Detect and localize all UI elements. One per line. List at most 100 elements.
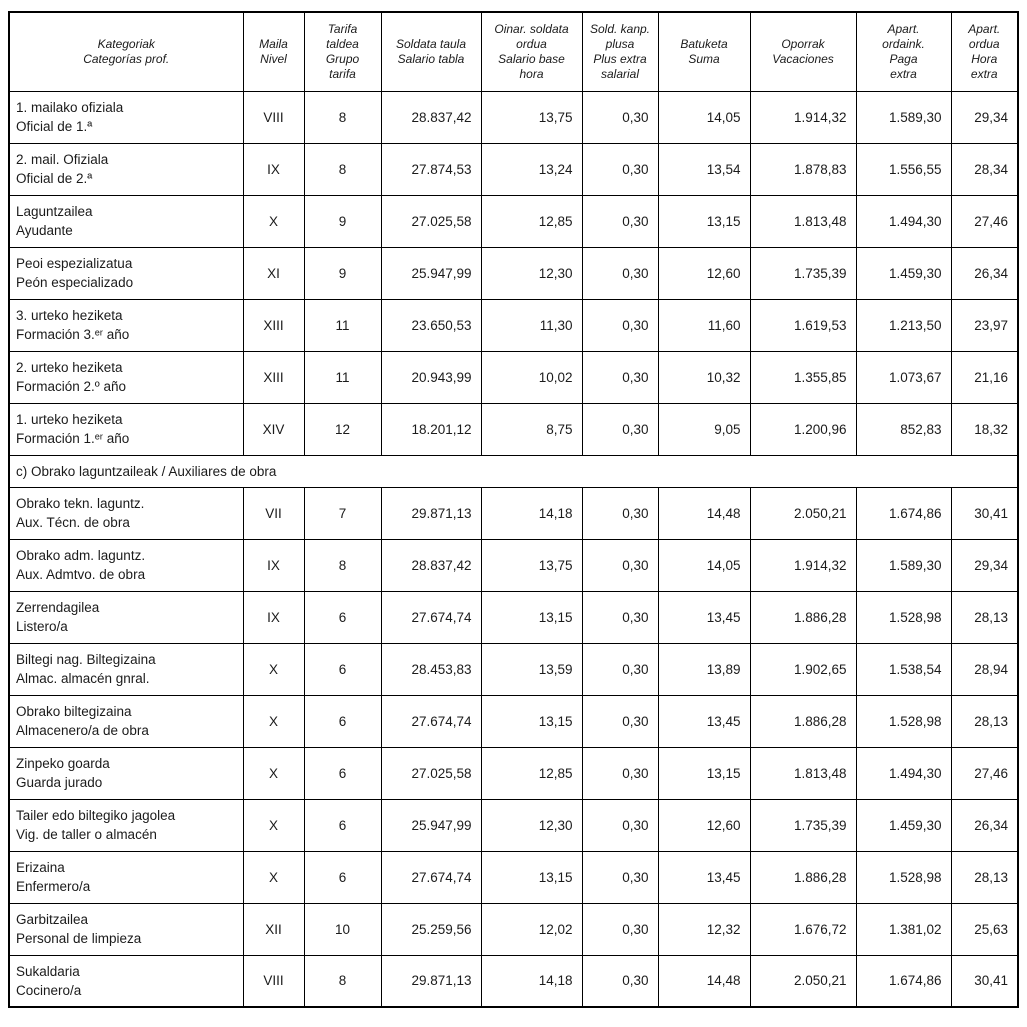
category-name-basque: 1. mailako ofiziala [16,100,124,115]
extra-pay-cell: 1.556,55 [855,142,952,196]
category-cell: Erizaina Enfermero/a [8,850,244,904]
salary-table-cell: 27.674,74 [380,850,482,904]
level-cell: XIII [242,298,305,352]
sum-cell: 13,15 [657,746,751,800]
vacations-cell: 1.886,28 [749,590,857,644]
base-hour-cell: 13,75 [480,90,583,144]
category-cell: Tailer edo biltegiko jagolea Vig. de tal… [8,798,244,852]
tariff-group-cell: 6 [303,590,382,644]
extra-hour-cell: 28,13 [950,850,1019,904]
category-name-spanish: Listero/a [16,619,68,634]
tariff-group-cell: 8 [303,142,382,196]
extra-plus-cell: 0,30 [581,90,659,144]
extra-plus-cell: 0,30 [581,538,659,592]
extra-hour-cell: 28,13 [950,590,1019,644]
sum-cell: 13,45 [657,590,751,644]
sum-cell: 12,60 [657,798,751,852]
salary-table-cell: 23.650,53 [380,298,482,352]
category-cell: Zinpeko goarda Guarda jurado [8,746,244,800]
extra-plus-cell: 0,30 [581,798,659,852]
sum-cell: 12,32 [657,902,751,956]
base-hour-cell: 12,02 [480,902,583,956]
category-name-basque: Tailer edo biltegiko jagolea [16,808,176,823]
table-row: Obrako adm. laguntz. Aux. Admtvo. de obr… [8,538,1019,592]
column-header-sold-kanp-plusa: Sold. kanp. plusa Plus extra salarial [581,11,659,92]
salary-table-cell: 28.837,42 [380,90,482,144]
level-cell: X [242,850,305,904]
extra-hour-cell: 25,63 [950,902,1019,956]
extra-plus-cell: 0,30 [581,590,659,644]
extra-hour-cell: 27,46 [950,194,1019,248]
extra-plus-cell: 0,30 [581,694,659,748]
extra-plus-cell: 0,30 [581,194,659,248]
extra-hour-cell: 28,13 [950,694,1019,748]
table-row: 1. urteko heziketa Formación 1.ᵉʳ año XI… [8,402,1019,456]
column-header-tarifa-taldea: Tarifa taldea Grupo tarifa [303,11,382,92]
base-hour-cell: 12,85 [480,194,583,248]
table-row: 1. mailako ofiziala Oficial de 1.ª VIII … [8,90,1019,144]
vacations-cell: 1.200,96 [749,402,857,456]
category-name-spanish: Almacenero/a de obra [16,723,149,738]
category-name-basque: Erizaina [16,860,65,875]
extra-plus-cell: 0,30 [581,850,659,904]
table-body: 1. mailako ofiziala Oficial de 1.ª VIII … [8,90,1019,1008]
extra-pay-cell: 1.494,30 [855,746,952,800]
table-row: Erizaina Enfermero/a X 6 27.674,74 13,15… [8,850,1019,904]
extra-hour-cell: 30,41 [950,954,1019,1008]
level-cell: X [242,642,305,696]
tariff-group-cell: 6 [303,798,382,852]
column-header-oinar-soldata-ordua: Oinar. soldata ordua Salario base hora [480,11,583,92]
level-cell: X [242,798,305,852]
category-cell: Obrako biltegizaina Almacenero/a de obra [8,694,244,748]
extra-hour-cell: 23,97 [950,298,1019,352]
salary-table-cell: 27.674,74 [380,590,482,644]
sum-cell: 13,15 [657,194,751,248]
category-cell: 2. urteko heziketa Formación 2.º año [8,350,244,404]
category-name-basque: Peoi espezializatua [16,256,133,271]
extra-pay-cell: 1.674,86 [855,954,952,1008]
extra-plus-cell: 0,30 [581,902,659,956]
salary-table-cell: 28.837,42 [380,538,482,592]
category-name-spanish: Formación 1.ᵉʳ año [16,431,130,446]
category-name-basque: 2. urteko heziketa [16,360,123,375]
column-header-batuketa: Batuketa Suma [657,11,751,92]
category-name-basque: Garbitzailea [16,912,89,927]
section-label: c) Obrako laguntzaileak / Auxiliares de … [8,454,1019,488]
level-cell: IX [242,590,305,644]
category-cell: Obrako tekn. laguntz. Aux. Técn. de obra [8,486,244,540]
vacations-cell: 2.050,21 [749,486,857,540]
salary-table-cell: 27.025,58 [380,746,482,800]
extra-hour-cell: 29,34 [950,90,1019,144]
extra-pay-cell: 852,83 [855,402,952,456]
extra-pay-cell: 1.073,67 [855,350,952,404]
sum-cell: 11,60 [657,298,751,352]
extra-hour-cell: 29,34 [950,538,1019,592]
category-name-spanish: Personal de limpieza [16,931,142,946]
table-row: 2. urteko heziketa Formación 2.º año XII… [8,350,1019,404]
section-header-row: c) Obrako laguntzaileak / Auxiliares de … [8,454,1019,488]
vacations-cell: 1.902,65 [749,642,857,696]
category-name-basque: 2. mail. Ofiziala [16,152,109,167]
base-hour-cell: 13,15 [480,694,583,748]
extra-hour-cell: 28,34 [950,142,1019,196]
salary-table-cell: 29.871,13 [380,954,482,1008]
category-cell: 2. mail. Ofiziala Oficial de 2.ª [8,142,244,196]
category-cell: 1. mailako ofiziala Oficial de 1.ª [8,90,244,144]
extra-hour-cell: 18,32 [950,402,1019,456]
base-hour-cell: 13,15 [480,590,583,644]
tariff-group-cell: 9 [303,194,382,248]
category-name-spanish: Enfermero/a [16,879,91,894]
extra-hour-cell: 30,41 [950,486,1019,540]
table-row: Zerrendagilea Listero/a IX 6 27.674,74 1… [8,590,1019,644]
extra-plus-cell: 0,30 [581,402,659,456]
level-cell: XIII [242,350,305,404]
category-name-basque: Sukaldaria [16,963,80,979]
category-name-basque: Laguntzailea [16,204,93,219]
extra-hour-cell: 26,34 [950,246,1019,300]
category-name-basque: 3. urteko heziketa [16,308,123,323]
tariff-group-cell: 10 [303,902,382,956]
table-row: Obrako biltegizaina Almacenero/a de obra… [8,694,1019,748]
table-row: Peoi espezializatua Peón especializado X… [8,246,1019,300]
category-name-basque: Biltegi nag. Biltegizaina [16,652,156,667]
extra-hour-cell: 21,16 [950,350,1019,404]
